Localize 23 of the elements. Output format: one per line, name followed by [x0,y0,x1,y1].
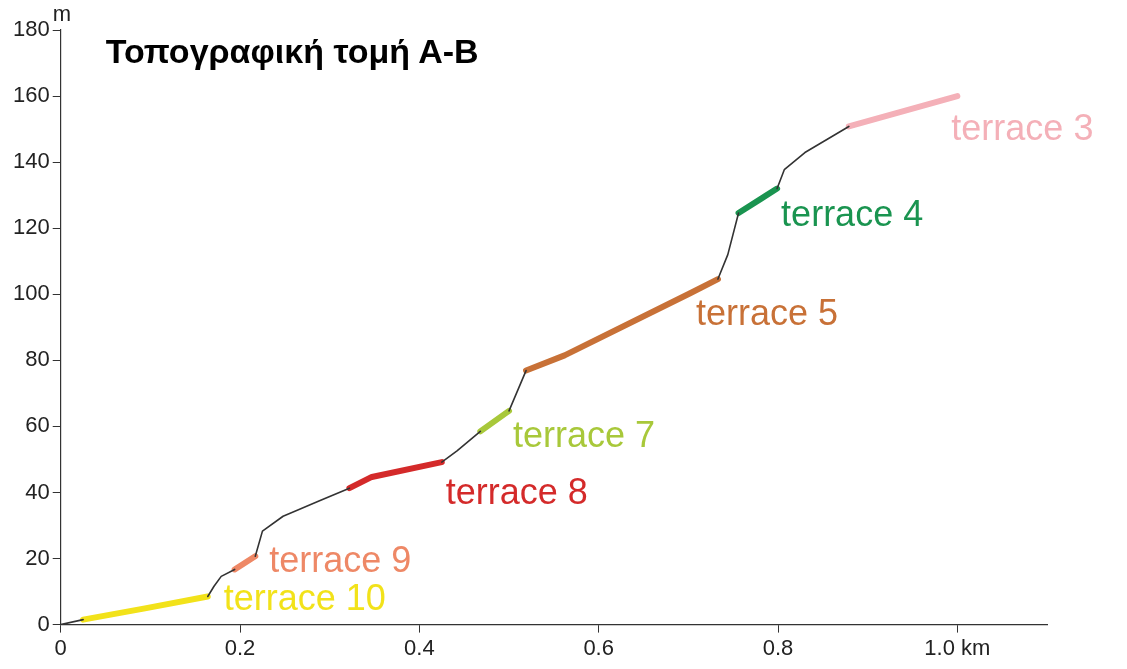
y-tick-label: 180 [12,16,50,42]
y-tick-label: 100 [12,280,50,306]
y-tick-label: 140 [12,148,50,174]
x-tick-label: 0.8 [762,634,794,660]
y-tick-label: 80 [25,346,50,372]
series-label: terrace 5 [695,291,839,333]
series-label: terrace 8 [445,471,588,512]
x-tick-label: 1.0 km [924,634,991,660]
y-tick-label: 40 [25,478,50,504]
x-tick-label: 0 [54,634,67,660]
y-tick-label: 60 [25,412,50,438]
x-tick-label: 0.4 [404,634,435,660]
y-tick-label: 160 [12,82,50,108]
y-tick-label: 20 [25,544,50,570]
x-tick-label: 0.2 [224,634,256,660]
chart-title: Τοπογραφική τομή Α-Β [105,32,479,71]
series-label: terrace 3 [951,106,1094,148]
x-tick-label: 0.6 [583,634,614,660]
series-label: terrace 4 [781,193,924,235]
y-tick-label: 120 [12,214,50,240]
series-label: terrace 7 [513,413,656,455]
y-tick-label: 0 [37,610,50,636]
y-axis-title: m [52,1,72,27]
